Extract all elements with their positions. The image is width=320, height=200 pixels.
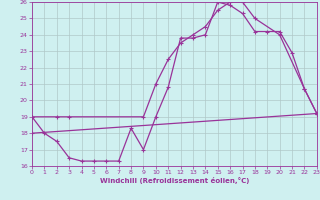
X-axis label: Windchill (Refroidissement éolien,°C): Windchill (Refroidissement éolien,°C) (100, 177, 249, 184)
